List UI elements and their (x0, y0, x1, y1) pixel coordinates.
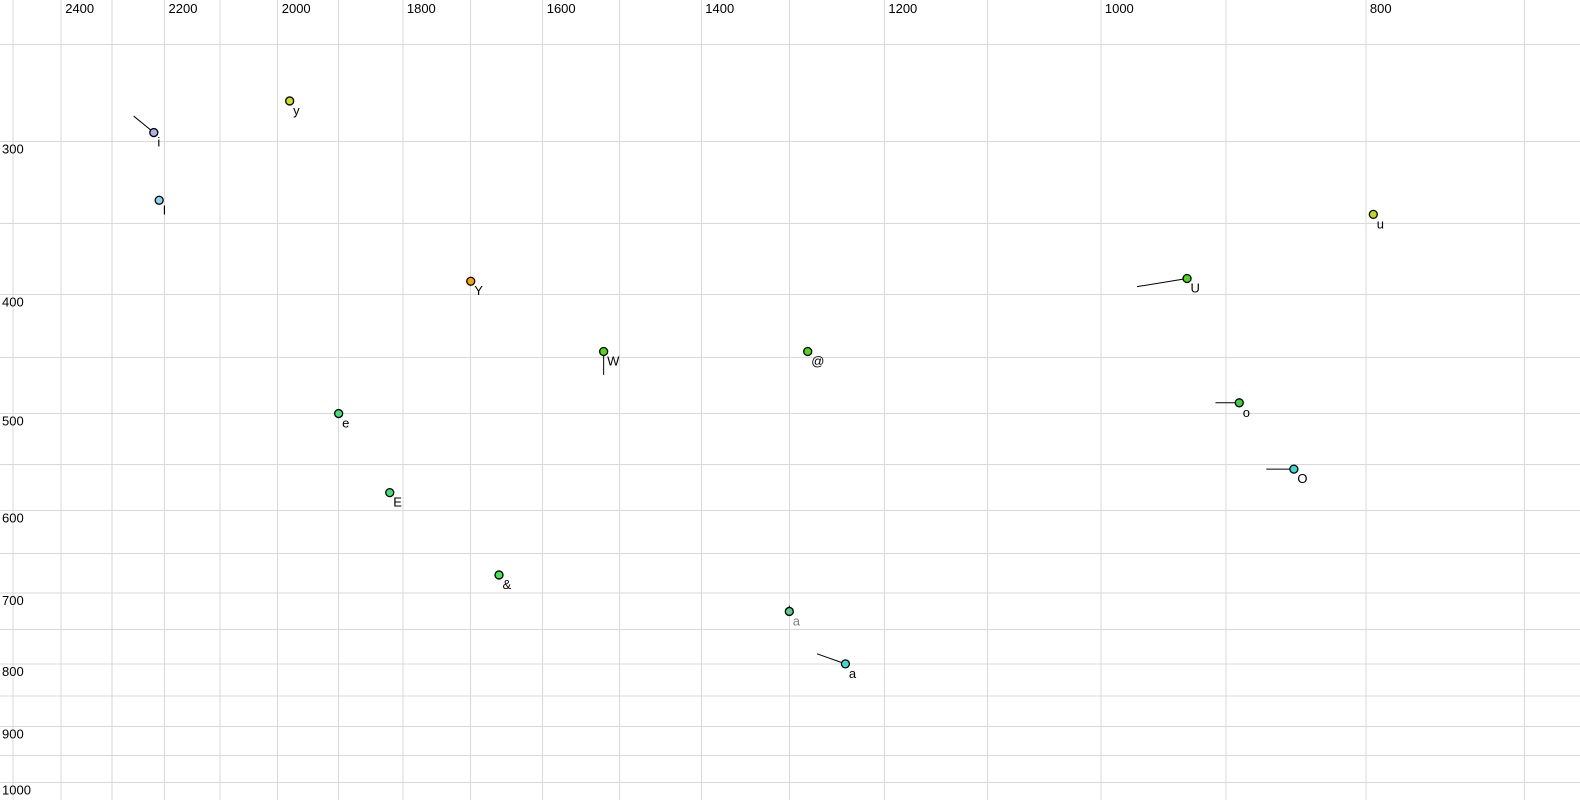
vowel-label-o: o (1243, 405, 1250, 420)
x-axis-tick-label: 1400 (705, 1, 734, 16)
vowel-point-y (285, 96, 295, 106)
vowel-label-a: a (849, 666, 857, 681)
x-axis-tick-label: 2200 (169, 1, 198, 16)
vowel-point-a (784, 606, 794, 617)
x-axis-tick-label: 1000 (1105, 1, 1134, 16)
vowel-label-i: i (157, 135, 160, 150)
vowel-point-i (149, 127, 159, 138)
y-axis-tick-label: 400 (2, 295, 24, 310)
vowel-point-@ (803, 346, 813, 357)
vowel-label-U: U (1191, 280, 1200, 295)
vowel-label-I: I (163, 202, 167, 217)
vowel-label-a: a (793, 613, 801, 628)
vowel-point-a (840, 659, 851, 669)
y-axis-tick-label: 1000 (2, 783, 31, 798)
x-axis-tick-label: 2000 (282, 1, 311, 16)
vowel-point-u (1368, 209, 1378, 220)
vowel-point-e (334, 408, 344, 419)
y-axis-tick-label: 700 (2, 593, 24, 608)
y-axis-tick-label: 300 (2, 142, 24, 157)
vowel-point-E (385, 487, 395, 498)
vowel-label-W: W (607, 353, 620, 368)
y-axis-tick-label: 800 (2, 664, 24, 679)
y-axis-tick-label: 900 (2, 727, 24, 742)
y-axis-tick-label: 600 (2, 511, 24, 526)
x-axis-tick-label: 2400 (65, 1, 94, 16)
vowel-label-e: e (342, 416, 349, 431)
vowel-label-O: O (1297, 471, 1307, 486)
y-axis-tick-label: 500 (2, 414, 24, 429)
x-axis-tick-label: 1200 (888, 1, 917, 16)
vowel-label-u: u (1377, 216, 1384, 231)
x-axis-tick-label: 800 (1370, 1, 1392, 16)
vowel-label-@: @ (811, 353, 824, 368)
x-axis-tick-label: 1800 (407, 1, 436, 16)
vowel-label-&: & (503, 577, 512, 592)
vowel-label-E: E (393, 495, 402, 510)
vowel-point-Y (466, 276, 476, 286)
vowel-point-W (598, 346, 609, 357)
formant-tail-U (1136, 278, 1188, 288)
vowel-point-o (1234, 398, 1244, 408)
vowel-point-O (1289, 464, 1299, 474)
vowel-label-y: y (293, 103, 300, 118)
formant-tail-a (816, 653, 846, 665)
vowel-point-I (154, 195, 164, 205)
vowel-point-U (1182, 273, 1192, 284)
vowel-point-& (494, 570, 504, 580)
vowel-label-Y: Y (474, 283, 483, 298)
x-axis-tick-label: 1600 (547, 1, 576, 16)
